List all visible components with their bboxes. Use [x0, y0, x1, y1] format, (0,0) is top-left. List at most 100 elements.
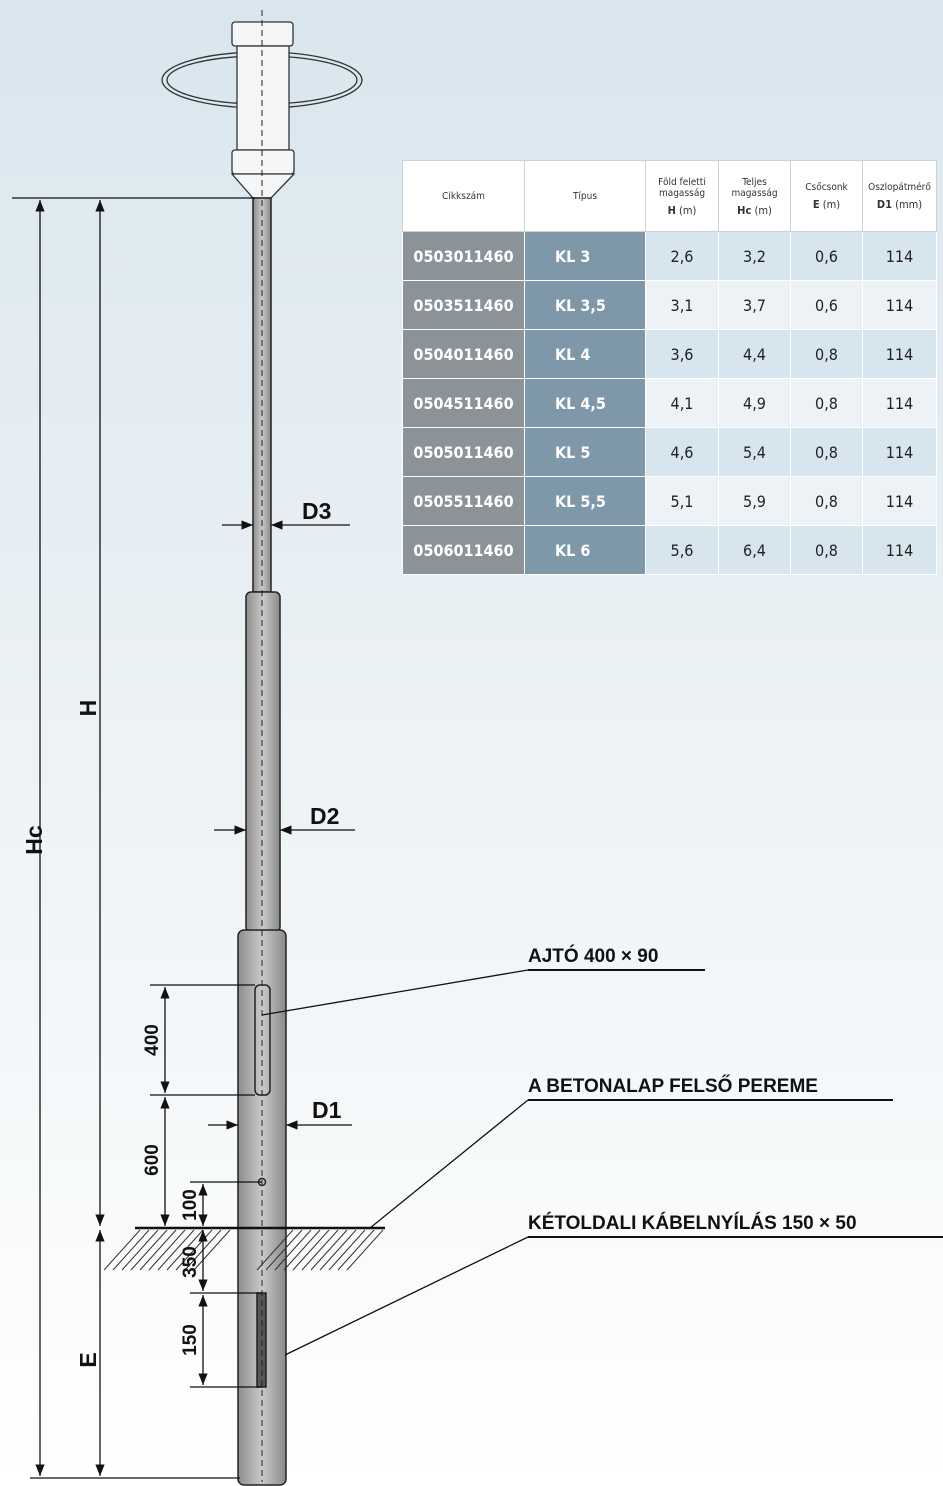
table-cell: 4,4	[718, 329, 791, 379]
table-cell: 0,8	[790, 378, 863, 428]
distance-label: 600	[142, 1144, 163, 1176]
table-cell: 0,8	[790, 476, 863, 526]
table-cell: 6,4	[718, 525, 791, 575]
table-cell: 0505011460	[402, 427, 525, 477]
header-cell: Csőcsonk E (m)	[790, 160, 863, 232]
hatch-line	[319, 1229, 357, 1271]
hatch-line	[157, 1229, 195, 1271]
table-cell: 0,8	[790, 427, 863, 477]
table-cell: 5,4	[718, 427, 791, 477]
table-cell: 0504511460	[402, 378, 525, 428]
table-cell: KL 3,5	[524, 280, 646, 330]
table-row: 0505011460 KL 5 4,6 5,4 0,8 114	[402, 427, 937, 477]
table-cell: 114	[862, 329, 937, 379]
hatch-line	[328, 1229, 366, 1271]
header-symbol-line: D1 (mm)	[864, 198, 936, 211]
table-cell: 4,9	[718, 378, 791, 428]
distance-label: 100	[180, 1189, 201, 1221]
hatch-line	[292, 1229, 330, 1271]
header-symbol-line: E (m)	[792, 198, 862, 211]
table-cell: 5,1	[645, 476, 719, 526]
table-cell: 114	[862, 280, 937, 330]
header-symbol-line: Hc (m)	[720, 203, 790, 217]
header-label: Típus	[572, 190, 598, 202]
table-row: 0506011460 KL 6 5,6 6,4 0,8 114	[402, 525, 937, 575]
callout: AJTÓ 400 × 90	[528, 945, 658, 967]
hatch-line	[121, 1229, 159, 1271]
table-cell: 2,6	[645, 231, 719, 281]
dimension-lines	[12, 197, 943, 1479]
table-cell: 4,1	[645, 378, 719, 428]
table-cell: 114	[862, 476, 937, 526]
diameter-label: D3	[302, 498, 331, 524]
header-unit: (m)	[822, 198, 841, 211]
hatch-line	[346, 1229, 384, 1271]
hatch-line	[337, 1229, 375, 1271]
table-cell: 0,6	[790, 280, 863, 330]
header-unit: (mm)	[895, 198, 923, 211]
diameter-label: D1	[312, 1097, 342, 1123]
hatch-line	[148, 1229, 186, 1271]
hatch-line	[310, 1229, 348, 1271]
header-symbol: H	[667, 203, 676, 217]
table-cell: 0505511460	[402, 476, 525, 526]
table-cell: 0504011460	[402, 329, 525, 379]
table-cell: 114	[862, 378, 937, 428]
hatch-line	[130, 1229, 168, 1271]
header-label: Cikkszám	[442, 190, 485, 202]
hatch-line	[103, 1229, 141, 1271]
table-cell: 3,1	[645, 280, 719, 330]
table-cell: 3,6	[645, 329, 719, 379]
header-symbol: D1	[876, 198, 892, 211]
header-cell: Oszlopátmérő D1 (mm)	[862, 160, 937, 232]
hatch-line	[265, 1229, 303, 1271]
distance-label: 350	[180, 1246, 201, 1278]
distance-label: 150	[180, 1324, 201, 1356]
table-cell: KL 6	[524, 525, 646, 575]
header-label: Föld feletti magasság	[658, 176, 706, 199]
callout: A BETONALAP FELSŐ PEREME	[528, 1075, 818, 1097]
header-label: Teljes magasság	[731, 176, 778, 199]
header-symbol: Hc	[737, 203, 752, 217]
hatch-line	[301, 1229, 339, 1271]
pole	[237, 197, 287, 1486]
table-cell: KL 4,5	[524, 378, 646, 428]
table-cell: 114	[862, 231, 937, 281]
height-label: H	[75, 700, 101, 717]
header-label: Oszlopátmérő	[868, 182, 931, 193]
callout: KÉTOLDALI KÁBELNYÍLÁS 150 × 50	[528, 1212, 857, 1234]
table-row: 0503011460 KL 3 2,6 3,2 0,6 114	[402, 231, 937, 281]
product-table: Cikkszám Típus Föld feletti magasság H (m) T…	[402, 160, 937, 575]
table-cell: 0,6	[790, 231, 863, 281]
header-row: Cikkszám Típus Föld feletti magasság H (m) T…	[402, 160, 937, 232]
table-cell: KL 3	[524, 231, 646, 281]
table-cell: 0506011460	[402, 525, 525, 575]
hatch-line	[139, 1229, 177, 1271]
header-cell: Típus	[524, 160, 646, 232]
table-cell: 4,6	[645, 427, 719, 477]
header-label: Csőcsonk	[805, 182, 848, 193]
table-cell: 0503011460	[402, 231, 525, 281]
header-symbol-line: H (m)	[647, 203, 718, 217]
table-cell: KL 5	[524, 427, 646, 477]
ground-hatch	[103, 1229, 384, 1271]
hatch-line	[112, 1229, 150, 1271]
table-cell: 5,6	[645, 525, 719, 575]
table-cell: 3,7	[718, 280, 791, 330]
height-label: E	[75, 1352, 101, 1367]
hatch-line	[274, 1229, 312, 1271]
hatch-line	[256, 1229, 294, 1271]
header-cell: Föld feletti magasság H (m)	[645, 160, 719, 232]
table-cell: 0,8	[790, 525, 863, 575]
table-row: 0505511460 KL 5,5 5,1 5,9 0,8 114	[402, 476, 937, 526]
table-cell: 5,9	[718, 476, 791, 526]
hatch-line	[283, 1229, 321, 1271]
diameter-label: D2	[310, 803, 339, 829]
table-row: 0504011460 KL 4 3,6 4,4 0,8 114	[402, 329, 937, 379]
table-row: 0503511460 KL 3,5 3,1 3,7 0,6 114	[402, 280, 937, 330]
table-cell: KL 5,5	[524, 476, 646, 526]
header-cell: Cikkszám	[402, 160, 525, 232]
table-cell: 3,2	[718, 231, 791, 281]
